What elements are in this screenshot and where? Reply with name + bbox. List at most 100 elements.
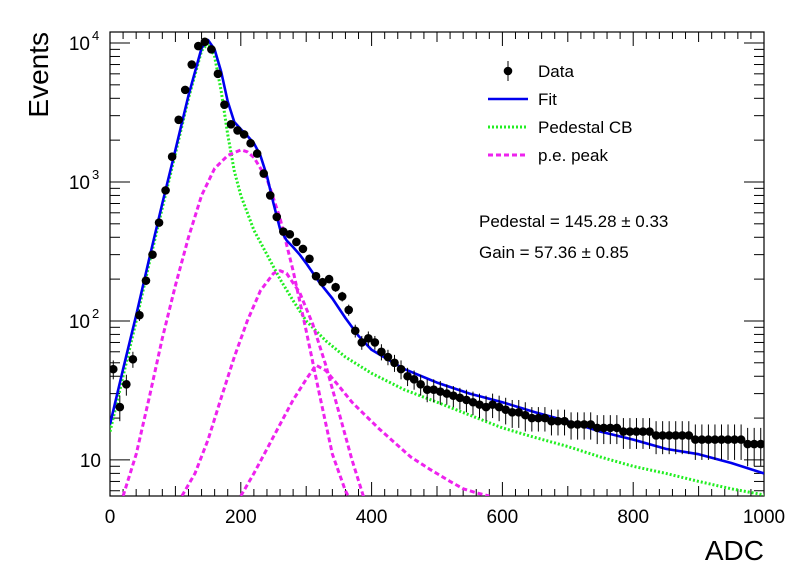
data-point bbox=[377, 347, 386, 357]
data-point bbox=[259, 169, 268, 178]
data-point bbox=[331, 282, 340, 292]
data-point bbox=[651, 431, 661, 440]
pe-peak-curve bbox=[121, 148, 350, 496]
data-point bbox=[501, 405, 510, 414]
data-point bbox=[403, 371, 412, 381]
pedestal-curve bbox=[110, 41, 764, 496]
data-point bbox=[180, 85, 190, 95]
pe-peak-curve bbox=[239, 363, 490, 496]
data-point bbox=[599, 423, 609, 433]
data-point bbox=[285, 230, 295, 239]
data-point bbox=[462, 395, 471, 405]
data-point bbox=[161, 186, 170, 195]
data-point bbox=[422, 385, 432, 395]
data-point bbox=[710, 435, 720, 444]
data-point bbox=[174, 115, 183, 125]
data-point bbox=[704, 435, 713, 444]
data-point bbox=[579, 420, 589, 429]
x-tick-label: 0 bbox=[105, 507, 116, 528]
y-tick-label: 10 bbox=[80, 451, 101, 472]
plot-frame bbox=[109, 31, 765, 497]
data-point bbox=[592, 423, 602, 433]
data-point bbox=[337, 292, 347, 301]
data-point bbox=[429, 385, 439, 395]
legend-label: Fit bbox=[538, 90, 557, 109]
y-tick-label: 10 bbox=[69, 173, 90, 194]
data-point bbox=[534, 413, 543, 423]
data-point bbox=[344, 305, 354, 315]
data-point bbox=[383, 352, 393, 362]
data-point bbox=[115, 402, 125, 412]
data-point bbox=[154, 218, 164, 227]
curves bbox=[110, 38, 764, 496]
data-point bbox=[736, 435, 746, 444]
data-point bbox=[547, 416, 556, 426]
data-point bbox=[625, 427, 635, 436]
y-tick-label: 10 bbox=[69, 34, 90, 55]
data-point bbox=[357, 338, 367, 347]
data-point bbox=[246, 138, 255, 148]
legend-data-marker bbox=[503, 66, 513, 76]
fit-result-annotation: Pedestal = 145.28 ± 0.33 bbox=[479, 212, 668, 231]
data-point bbox=[488, 400, 497, 409]
data-point bbox=[239, 130, 249, 139]
legend-label: Pedestal CB bbox=[538, 118, 633, 137]
data-point bbox=[566, 420, 576, 429]
data-point bbox=[494, 402, 504, 412]
data-point bbox=[749, 439, 759, 449]
data-point bbox=[664, 431, 674, 440]
data-point bbox=[207, 45, 216, 54]
data-point bbox=[481, 402, 491, 412]
data-point bbox=[213, 69, 223, 79]
data-point bbox=[324, 274, 334, 284]
data-point bbox=[318, 277, 327, 287]
data-point bbox=[435, 387, 445, 396]
data-point bbox=[396, 364, 406, 374]
data-point bbox=[449, 391, 458, 400]
data-point bbox=[252, 149, 262, 158]
data-point bbox=[148, 250, 157, 259]
data-point bbox=[311, 271, 321, 281]
data-point bbox=[233, 126, 242, 135]
pe-peak-curve bbox=[180, 269, 365, 496]
data-point bbox=[638, 427, 648, 436]
data-point bbox=[507, 408, 517, 417]
data-point bbox=[305, 254, 314, 264]
data-point bbox=[573, 420, 582, 429]
y-tick-label: 10 bbox=[69, 312, 90, 333]
data-point bbox=[586, 420, 595, 429]
fit-curve bbox=[110, 38, 764, 475]
x-tick-label: 400 bbox=[356, 507, 388, 528]
data-point bbox=[475, 400, 484, 409]
data-point bbox=[128, 354, 138, 364]
data-point bbox=[265, 191, 275, 200]
y-tick-exponent: 2 bbox=[92, 306, 99, 321]
data-point bbox=[455, 393, 465, 403]
legend-label: Data bbox=[538, 62, 574, 81]
data-point bbox=[684, 431, 694, 440]
y-tick-exponent: 4 bbox=[92, 28, 99, 43]
data-point bbox=[645, 427, 654, 436]
data-point bbox=[122, 380, 131, 389]
data-point bbox=[677, 431, 687, 440]
data-point bbox=[756, 439, 764, 449]
data-point bbox=[110, 364, 118, 374]
data-point bbox=[540, 413, 550, 423]
data-point bbox=[730, 435, 739, 444]
data-point bbox=[193, 41, 203, 51]
data-point bbox=[279, 227, 288, 236]
legend-label: p.e. peak bbox=[538, 146, 608, 165]
data-point bbox=[350, 326, 360, 336]
data-points bbox=[110, 37, 764, 467]
data-point bbox=[514, 408, 524, 417]
data-point bbox=[612, 423, 622, 433]
data-point bbox=[409, 375, 419, 384]
data-point bbox=[226, 120, 236, 129]
data-point bbox=[167, 152, 177, 162]
data-point bbox=[697, 435, 707, 444]
data-point bbox=[272, 212, 282, 222]
data-point bbox=[298, 244, 308, 254]
data-point bbox=[691, 435, 700, 444]
